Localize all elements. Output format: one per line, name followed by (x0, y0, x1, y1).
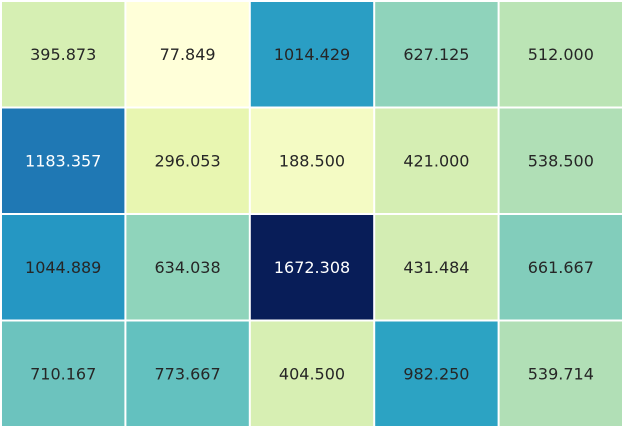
heatmap-cell-r3-c0 (2, 321, 125, 426)
heatmap-cell-label-r1-c4: 538.500 (528, 151, 594, 170)
heatmap-cell-r0-c3 (375, 2, 498, 107)
heatmap-cell-label-r1-c3: 421.000 (403, 151, 469, 170)
heatmap-cell-r3-c2 (250, 321, 374, 426)
heatmap-cell-r1-c0 (2, 108, 125, 213)
heatmap-cell-r2-c1 (126, 215, 249, 320)
heatmap-cell-label-r0-c0: 395.873 (30, 45, 96, 64)
heatmap-cell-label-r3-c3: 982.250 (403, 364, 469, 383)
heatmap-cell-r3-c3 (375, 321, 498, 426)
heatmap-cell-label-r3-c0: 710.167 (30, 364, 96, 383)
heatmap-cell-r3-c1 (126, 321, 249, 426)
heatmap-cell-r2-c2 (250, 215, 374, 320)
heatmap-cell-r1-c4 (499, 108, 622, 213)
heatmap-cell-r1-c2 (250, 108, 374, 213)
heatmap-cell-label-r0-c4: 512.000 (528, 45, 594, 64)
heatmap-cell-label-r2-c0: 1044.889 (25, 258, 101, 277)
heatmap-cell-label-r1-c1: 296.053 (155, 151, 221, 170)
heatmap-labels: 395.873 77.849 1014.429 627.125 512.000 1183.… (25, 45, 594, 384)
heatmap-cell-label-r0-c1: 77.849 (160, 45, 216, 64)
heatmap-cell-label-r2-c2: 1672.308 (274, 258, 350, 277)
heatmap-cell-label-r0-c2: 1014.429 (274, 45, 350, 64)
heatmap-cell-label-r0-c3: 627.125 (403, 45, 469, 64)
heatmap-cell-label-r2-c3: 431.484 (403, 258, 469, 277)
heatmap-cell-r1-c1 (126, 108, 249, 213)
heatmap-cell-label-r3-c2: 404.500 (279, 364, 345, 383)
heatmap-cell-label-r1-c2: 188.500 (279, 151, 345, 170)
heatmap-cell-label-r2-c1: 634.038 (155, 258, 221, 277)
heatmap-cell-label-r3-c4: 539.714 (528, 364, 594, 383)
heatmap-cell-r0-c2 (250, 2, 374, 107)
heatmap-cell-label-r2-c4: 661.667 (528, 258, 594, 277)
heatmap-cell-r0-c4 (499, 2, 622, 107)
heatmap-cell-r2-c3 (375, 215, 498, 320)
heatmap-cell-r3-c4 (499, 321, 622, 426)
heatmap-cell-r2-c0 (2, 215, 125, 320)
heatmap-cell-r0-c0 (2, 2, 125, 107)
heatmap-cell-r0-c1 (126, 2, 249, 107)
heatmap-cell-r1-c3 (375, 108, 498, 213)
heatmap-cell-label-r3-c1: 773.667 (155, 364, 221, 383)
heatmap-cell-r2-c4 (499, 215, 622, 320)
heatmap-cell-label-r1-c0: 1183.357 (25, 151, 101, 170)
